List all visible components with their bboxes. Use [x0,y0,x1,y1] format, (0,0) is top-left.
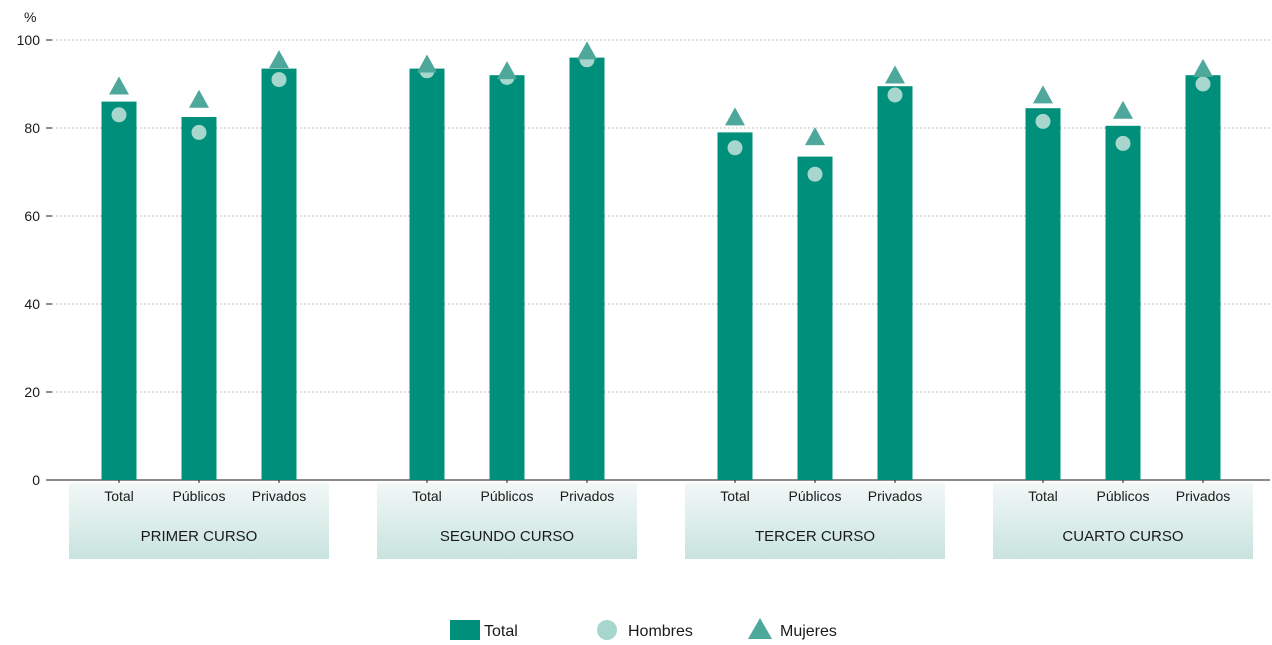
bar-total [877,86,913,480]
group-band [993,483,1253,559]
labels-layer: PRIMER CURSO Total Públicos Privados SEGUNDO… [104,488,1230,545]
point-mujeres [269,50,289,69]
bar-total [797,156,833,480]
bar-total [181,117,217,480]
point-hombres [1195,76,1211,92]
bar-total [1025,108,1061,480]
group-bands [69,483,1253,559]
legend-swatch-mujeres [748,618,772,639]
point-mujeres [189,89,209,108]
bar-total [261,68,297,480]
bar-total [569,57,605,480]
group-band [69,483,329,559]
category-label: Total [412,488,442,504]
grid-layer: 0 20 40 60 80 100 [17,32,1270,488]
y-tick-label: 0 [32,472,40,488]
category-label: Públicos [173,488,226,504]
bar-total [489,75,525,480]
point-mujeres [1193,58,1213,77]
y-tick-label: 60 [24,208,40,224]
category-label: Públicos [789,488,842,504]
y-tick-label: 100 [17,32,41,48]
y-axis-unit-label: % [24,9,36,25]
point-hombres [727,140,743,156]
point-mujeres [1033,85,1053,104]
markers-layer [109,41,1213,182]
point-mujeres [885,65,905,84]
group-band [377,483,637,559]
legend-label: Mujeres [780,623,837,640]
legend-label: Total [484,623,518,640]
y-tick-label: 80 [24,120,40,136]
group-label: PRIMER CURSO [141,528,258,545]
point-mujeres [497,61,517,80]
point-hombres [111,107,127,123]
group-label: SEGUNDO CURSO [440,528,574,545]
point-hombres [887,87,903,103]
bar-total [409,68,445,480]
point-mujeres [109,76,129,95]
category-label: Públicos [1097,488,1150,504]
category-label: Privados [868,488,922,504]
legend: Total Hombres Mujeres [450,618,837,640]
category-label: Privados [560,488,614,504]
bars-layer [101,57,1221,481]
legend-label: Hombres [628,623,693,640]
point-hombres [807,166,823,182]
point-mujeres [577,41,597,60]
bar-total [1185,75,1221,480]
y-tick-label: 20 [24,384,40,400]
point-mujeres [725,107,745,126]
legend-swatch-hombres [597,620,617,640]
point-mujeres [417,54,437,73]
category-label: Privados [252,488,306,504]
legend-swatch-total [450,620,480,640]
y-tick-label: 40 [24,296,40,312]
point-hombres [271,72,287,88]
point-hombres [1115,135,1131,151]
category-label: Total [720,488,750,504]
group-label: TERCER CURSO [755,528,875,545]
bar-total [101,101,137,480]
category-label: Total [104,488,134,504]
bar-total [1105,125,1141,481]
category-label: Total [1028,488,1058,504]
point-hombres [191,124,207,140]
category-label: Privados [1176,488,1230,504]
point-hombres [1035,113,1051,129]
point-mujeres [805,127,825,146]
group-label: CUARTO CURSO [1062,528,1183,545]
bar-total [717,132,753,480]
group-band [685,483,945,559]
point-mujeres [1113,100,1133,119]
category-label: Públicos [481,488,534,504]
